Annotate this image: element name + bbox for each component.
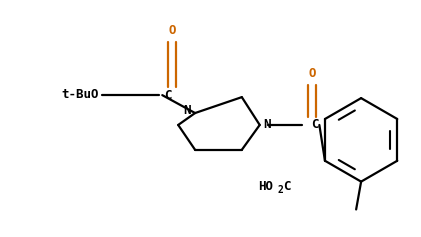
Text: C: C — [312, 118, 319, 132]
Text: 2: 2 — [277, 185, 283, 195]
Text: t-BuO: t-BuO — [61, 88, 99, 101]
Text: O: O — [168, 24, 176, 37]
Text: HO: HO — [258, 180, 273, 193]
Text: N: N — [184, 104, 191, 117]
Text: N: N — [264, 118, 271, 132]
Text: C: C — [284, 180, 291, 193]
Text: C: C — [164, 89, 172, 102]
Text: O: O — [309, 67, 316, 80]
